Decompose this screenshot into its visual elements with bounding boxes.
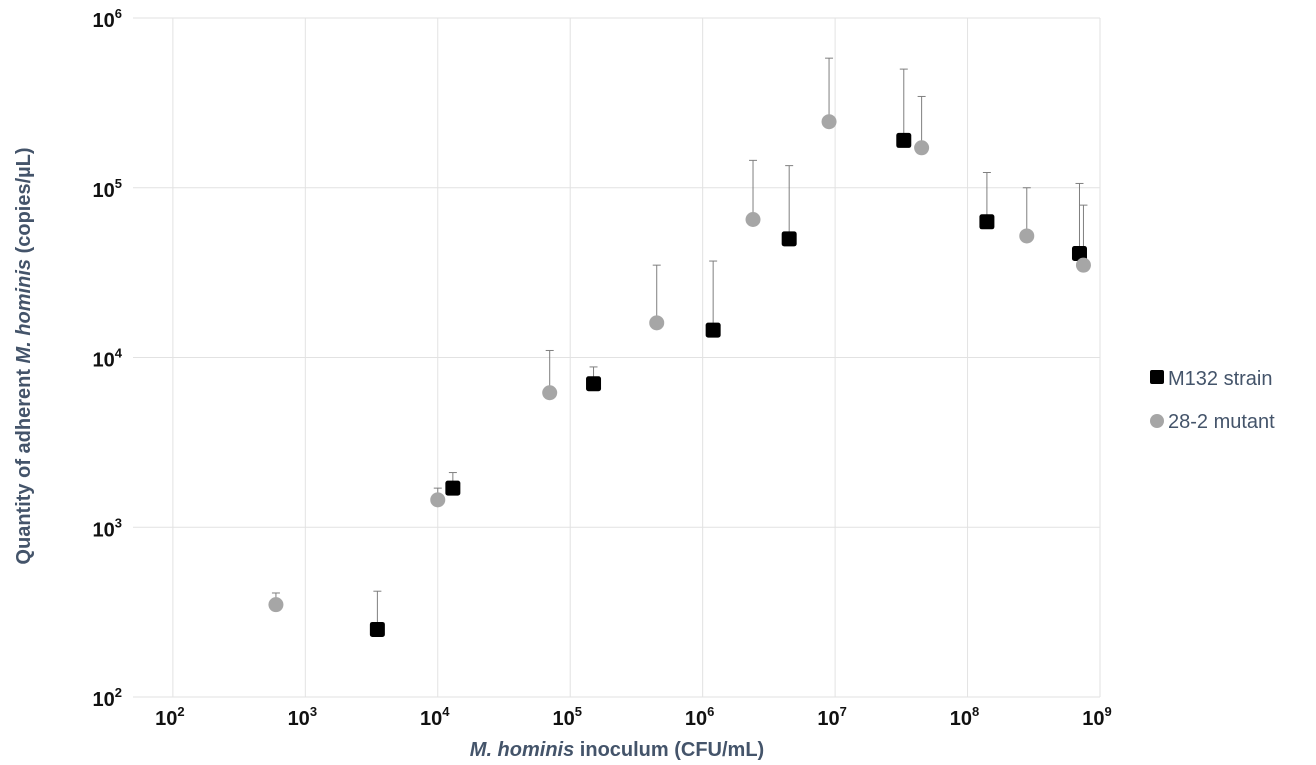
data-point-m132-strain — [896, 132, 912, 148]
y-axis-title-italic: M. hominis — [13, 259, 35, 363]
data-point-m132-strain — [445, 480, 461, 496]
y-tick-label: 105 — [93, 176, 122, 202]
legend-item-m132: M132 strain — [1150, 368, 1273, 390]
data-point-m132-strain — [979, 214, 995, 230]
y-axis-ticks: 102 103 104 105 106 — [93, 6, 123, 711]
data-point-28-2-mutant — [1075, 257, 1091, 273]
data-point-28-2-mutant — [542, 385, 558, 401]
x-axis-title: M. hominis inoculum (CFU/mL) — [470, 739, 764, 761]
x-tick-label: 108 — [950, 704, 979, 730]
data-point-28-2-mutant — [268, 597, 284, 613]
y-axis-title-suffix: (copies/µL) — [13, 147, 35, 259]
x-axis-ticks: 102 103 104 105 106 107 108 109 — [155, 704, 1112, 730]
legend-label: 28-2 mutant — [1168, 411, 1275, 433]
data-point-28-2-mutant — [821, 114, 837, 130]
data-point-28-2-mutant — [914, 140, 930, 156]
data-points — [268, 114, 1091, 637]
x-tick-label: 103 — [288, 704, 317, 730]
legend-marker-square — [1150, 370, 1164, 384]
data-point-m132-strain — [1071, 245, 1087, 261]
y-tick-label: 102 — [93, 685, 122, 711]
data-point-m132-strain — [586, 376, 602, 392]
x-axis-title-italic: M. hominis — [470, 739, 574, 761]
y-axis-title-prefix: Quantity of adherent — [13, 363, 35, 564]
y-axis-title: Quantity of adherent M. hominis (copies/… — [13, 147, 35, 564]
x-tick-label: 105 — [552, 704, 581, 730]
data-point-m132-strain — [705, 322, 721, 338]
x-axis-title-rest: inoculum (CFU/mL) — [574, 739, 764, 761]
x-tick-label: 106 — [685, 704, 714, 730]
data-point-m132-strain — [781, 231, 797, 247]
data-point-28-2-mutant — [649, 315, 665, 331]
grid-lines — [133, 17, 1101, 698]
data-point-28-2-mutant — [430, 492, 446, 508]
legend: M132 strain 28-2 mutant — [1150, 368, 1275, 433]
x-tick-label: 104 — [420, 704, 450, 730]
y-tick-label: 103 — [93, 515, 122, 541]
x-tick-label: 102 — [155, 704, 184, 730]
y-tick-label: 104 — [93, 346, 123, 372]
error-bars — [271, 57, 1088, 630]
legend-label: M132 strain — [1168, 368, 1273, 390]
legend-item-28-2: 28-2 mutant — [1150, 411, 1275, 433]
data-point-m132-strain — [369, 621, 385, 637]
x-tick-label: 109 — [1082, 704, 1111, 730]
data-point-28-2-mutant — [1019, 228, 1035, 244]
data-point-28-2-mutant — [745, 212, 761, 228]
x-tick-label: 107 — [817, 704, 846, 730]
legend-marker-circle — [1150, 414, 1164, 428]
y-tick-label: 106 — [93, 6, 122, 32]
